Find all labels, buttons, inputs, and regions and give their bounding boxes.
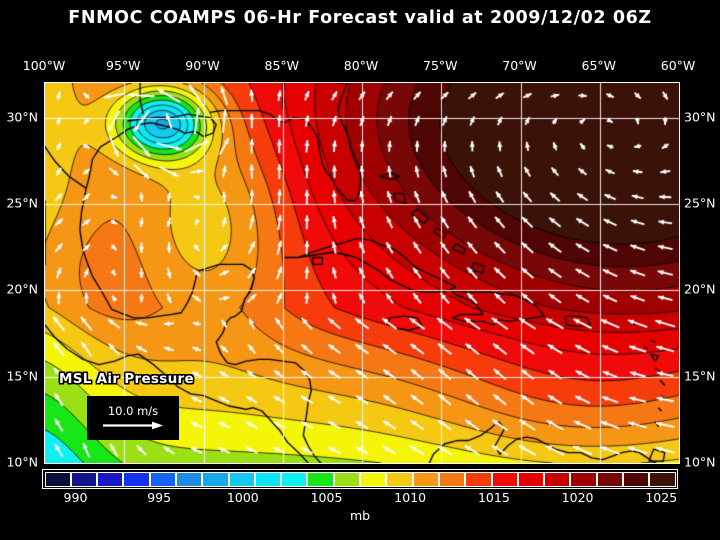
latitude-tick-right-25N: 25°N [684,195,716,211]
longitude-tick-65W: 65°W [581,58,617,73]
colorbar-swatch-16 [465,471,492,487]
colorbar-swatch-19 [544,471,571,487]
wind-scale-label: 10.0 m/s [107,404,159,419]
latitude-tick-left-30N: 30°N [6,109,38,125]
longitude-tick-70W: 70°W [502,58,537,73]
longitude-tick-90W: 90°W [185,58,220,73]
colorbar-tick-1010: 1010 [394,490,427,505]
longitude-tick-80W: 80°W [343,58,379,73]
arrow-right-icon [103,421,163,430]
colorbar-swatch-0 [44,471,71,487]
longitude-tick-100W: 100°W [22,58,66,73]
latitude-tick-left-20N: 20°N [6,281,38,297]
page-title: FNMOC COAMPS 06-Hr Forecast valid at 200… [68,8,652,28]
colorbar-swatch-3 [123,471,150,487]
colorbar-swatch-17 [491,471,518,487]
colorbar-swatch-18 [517,471,545,487]
latitude-tick-right-15N: 15°N [684,368,716,384]
colorbar-swatch-1 [70,471,98,487]
latitude-tick-right-10N: 10°N [684,454,716,470]
latitude-tick-left-10N: 10°N [6,454,38,470]
colorbar-tick-1005: 1005 [310,490,343,505]
colorbar-tick-1015: 1015 [477,490,510,505]
colorbar-swatch-5 [175,471,203,487]
longitude-tick-60W: 60°W [660,58,696,73]
colorbar-swatch-22 [623,471,650,487]
colorbar-swatch-21 [596,471,624,487]
latitude-tick-right-20N: 20°N [684,281,716,297]
colorbar-tick-1020: 1020 [561,490,594,505]
colorbar-swatch-20 [570,471,597,487]
latitude-tick-left-25N: 25°N [6,195,38,211]
longitude-tick-75W: 75°W [422,58,458,73]
colorbar-swatch-23 [649,471,676,487]
field-label: MSL Air Pressure [59,371,194,387]
pressure-colorbar[interactable] [42,469,678,489]
colorbar-swatch-15 [438,471,466,487]
colorbar-swatch-2 [97,471,124,487]
colorbar-tick-995: 995 [147,490,172,505]
colorbar-swatch-8 [254,471,282,487]
colorbar-swatch-6 [202,471,229,487]
map-plot-area[interactable]: MSL Air Pressure 10.0 m/s [44,82,680,464]
latitude-tick-left-15N: 15°N [6,368,38,384]
colorbar-swatch-9 [281,471,308,487]
colorbar-swatch-12 [360,471,387,487]
colorbar-swatch-13 [386,471,413,487]
colorbar-swatch-7 [228,471,255,487]
colorbar-unit-label: mb [349,508,371,523]
colorbar-tick-1025: 1025 [645,490,678,505]
colorbar-tick-990: 990 [63,490,88,505]
colorbar-swatch-14 [412,471,439,487]
colorbar-swatch-11 [333,471,361,487]
colorbar-tick-1000: 1000 [226,490,259,505]
wind-scale-legend: 10.0 m/s [87,396,179,440]
longitude-tick-85W: 85°W [264,58,300,73]
colorbar-swatch-4 [149,471,176,487]
latitude-tick-right-30N: 30°N [684,109,716,125]
longitude-tick-95W: 95°W [105,58,141,73]
colorbar-swatch-10 [307,471,334,487]
